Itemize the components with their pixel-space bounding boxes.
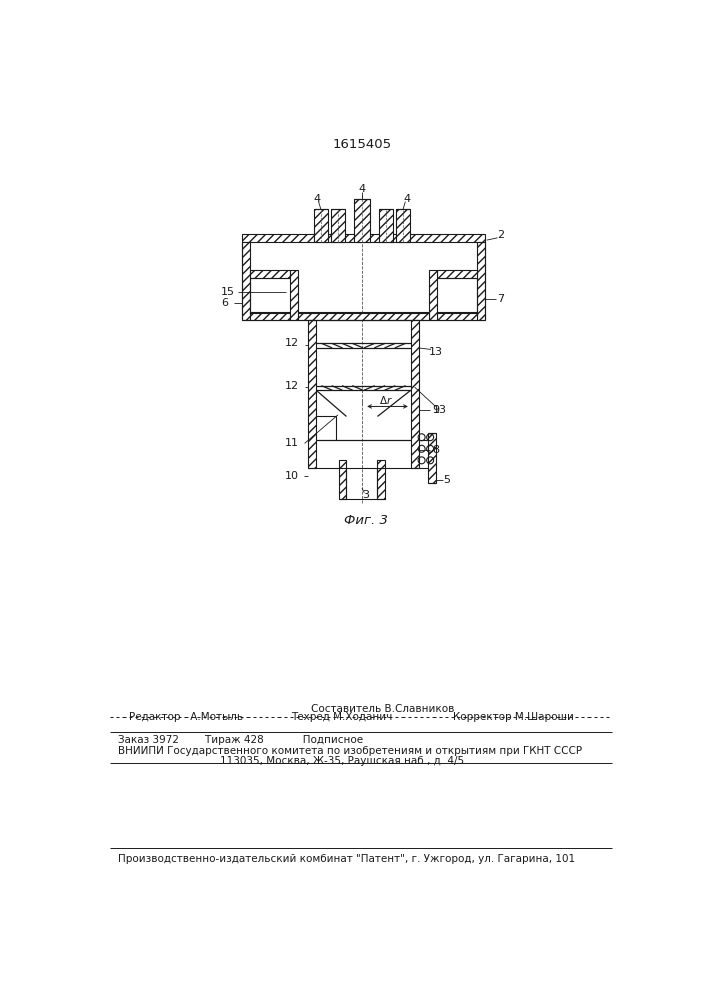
Text: Техред М.Ходанич: Техред М.Ходанич: [291, 712, 392, 722]
Text: Составитель В.Славников: Составитель В.Славников: [311, 704, 455, 714]
Text: 1615405: 1615405: [332, 138, 392, 151]
Text: 11: 11: [284, 438, 298, 448]
Text: Корректор М.Шароши: Корректор М.Шароши: [452, 712, 573, 722]
Text: $\Delta r$: $\Delta r$: [379, 394, 393, 406]
Bar: [242, 242, 250, 320]
Bar: [354, 199, 370, 242]
Bar: [429, 270, 437, 320]
Text: 4: 4: [358, 184, 366, 194]
Text: Фиг. 3: Фиг. 3: [344, 514, 387, 527]
Text: 6: 6: [221, 298, 228, 308]
Bar: [477, 242, 485, 320]
Text: 113035, Москва, Ж-35, Раушская наб., д. 4/5: 113035, Москва, Ж-35, Раушская наб., д. …: [220, 756, 464, 766]
Text: 4: 4: [403, 194, 411, 204]
Bar: [339, 460, 346, 499]
Bar: [437, 270, 477, 278]
Bar: [250, 270, 290, 278]
Text: Заказ 3972        Тираж 428            Подписное: Заказ 3972 Тираж 428 Подписное: [118, 735, 363, 745]
Bar: [314, 209, 328, 242]
Text: 5: 5: [443, 475, 450, 485]
Text: 13: 13: [428, 347, 443, 357]
Bar: [308, 320, 316, 468]
Bar: [242, 234, 485, 242]
Text: 13: 13: [433, 405, 448, 415]
Text: 10: 10: [284, 471, 298, 481]
Bar: [250, 312, 290, 320]
Text: 3: 3: [362, 490, 369, 500]
Text: 4: 4: [313, 194, 320, 204]
Bar: [411, 320, 419, 468]
Text: 7: 7: [497, 294, 504, 304]
Text: Редактор   А.Мотыль: Редактор А.Мотыль: [129, 712, 243, 722]
Text: 9: 9: [432, 405, 439, 415]
Text: 12: 12: [284, 338, 298, 348]
Bar: [290, 270, 298, 320]
Text: ВНИИПИ Государственного комитета по изобретениям и открытиям при ГКНТ СССР: ВНИИПИ Государственного комитета по изоб…: [118, 746, 582, 756]
Text: 12: 12: [284, 381, 298, 391]
Bar: [437, 312, 477, 320]
Text: 8: 8: [432, 445, 439, 455]
Bar: [331, 209, 345, 242]
Text: Производственно-издательский комбинат "Патент", г. Ужгород, ул. Гагарина, 101: Производственно-издательский комбинат "П…: [118, 854, 575, 864]
Text: 2: 2: [497, 231, 504, 240]
Bar: [428, 433, 436, 483]
Bar: [379, 209, 393, 242]
Text: 15: 15: [221, 287, 235, 297]
Bar: [378, 460, 385, 499]
Bar: [396, 209, 410, 242]
Bar: [298, 312, 429, 320]
